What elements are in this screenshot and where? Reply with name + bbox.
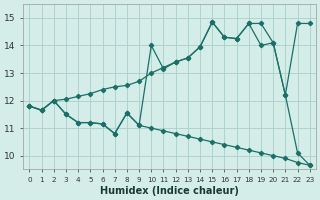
X-axis label: Humidex (Indice chaleur): Humidex (Indice chaleur) bbox=[100, 186, 239, 196]
